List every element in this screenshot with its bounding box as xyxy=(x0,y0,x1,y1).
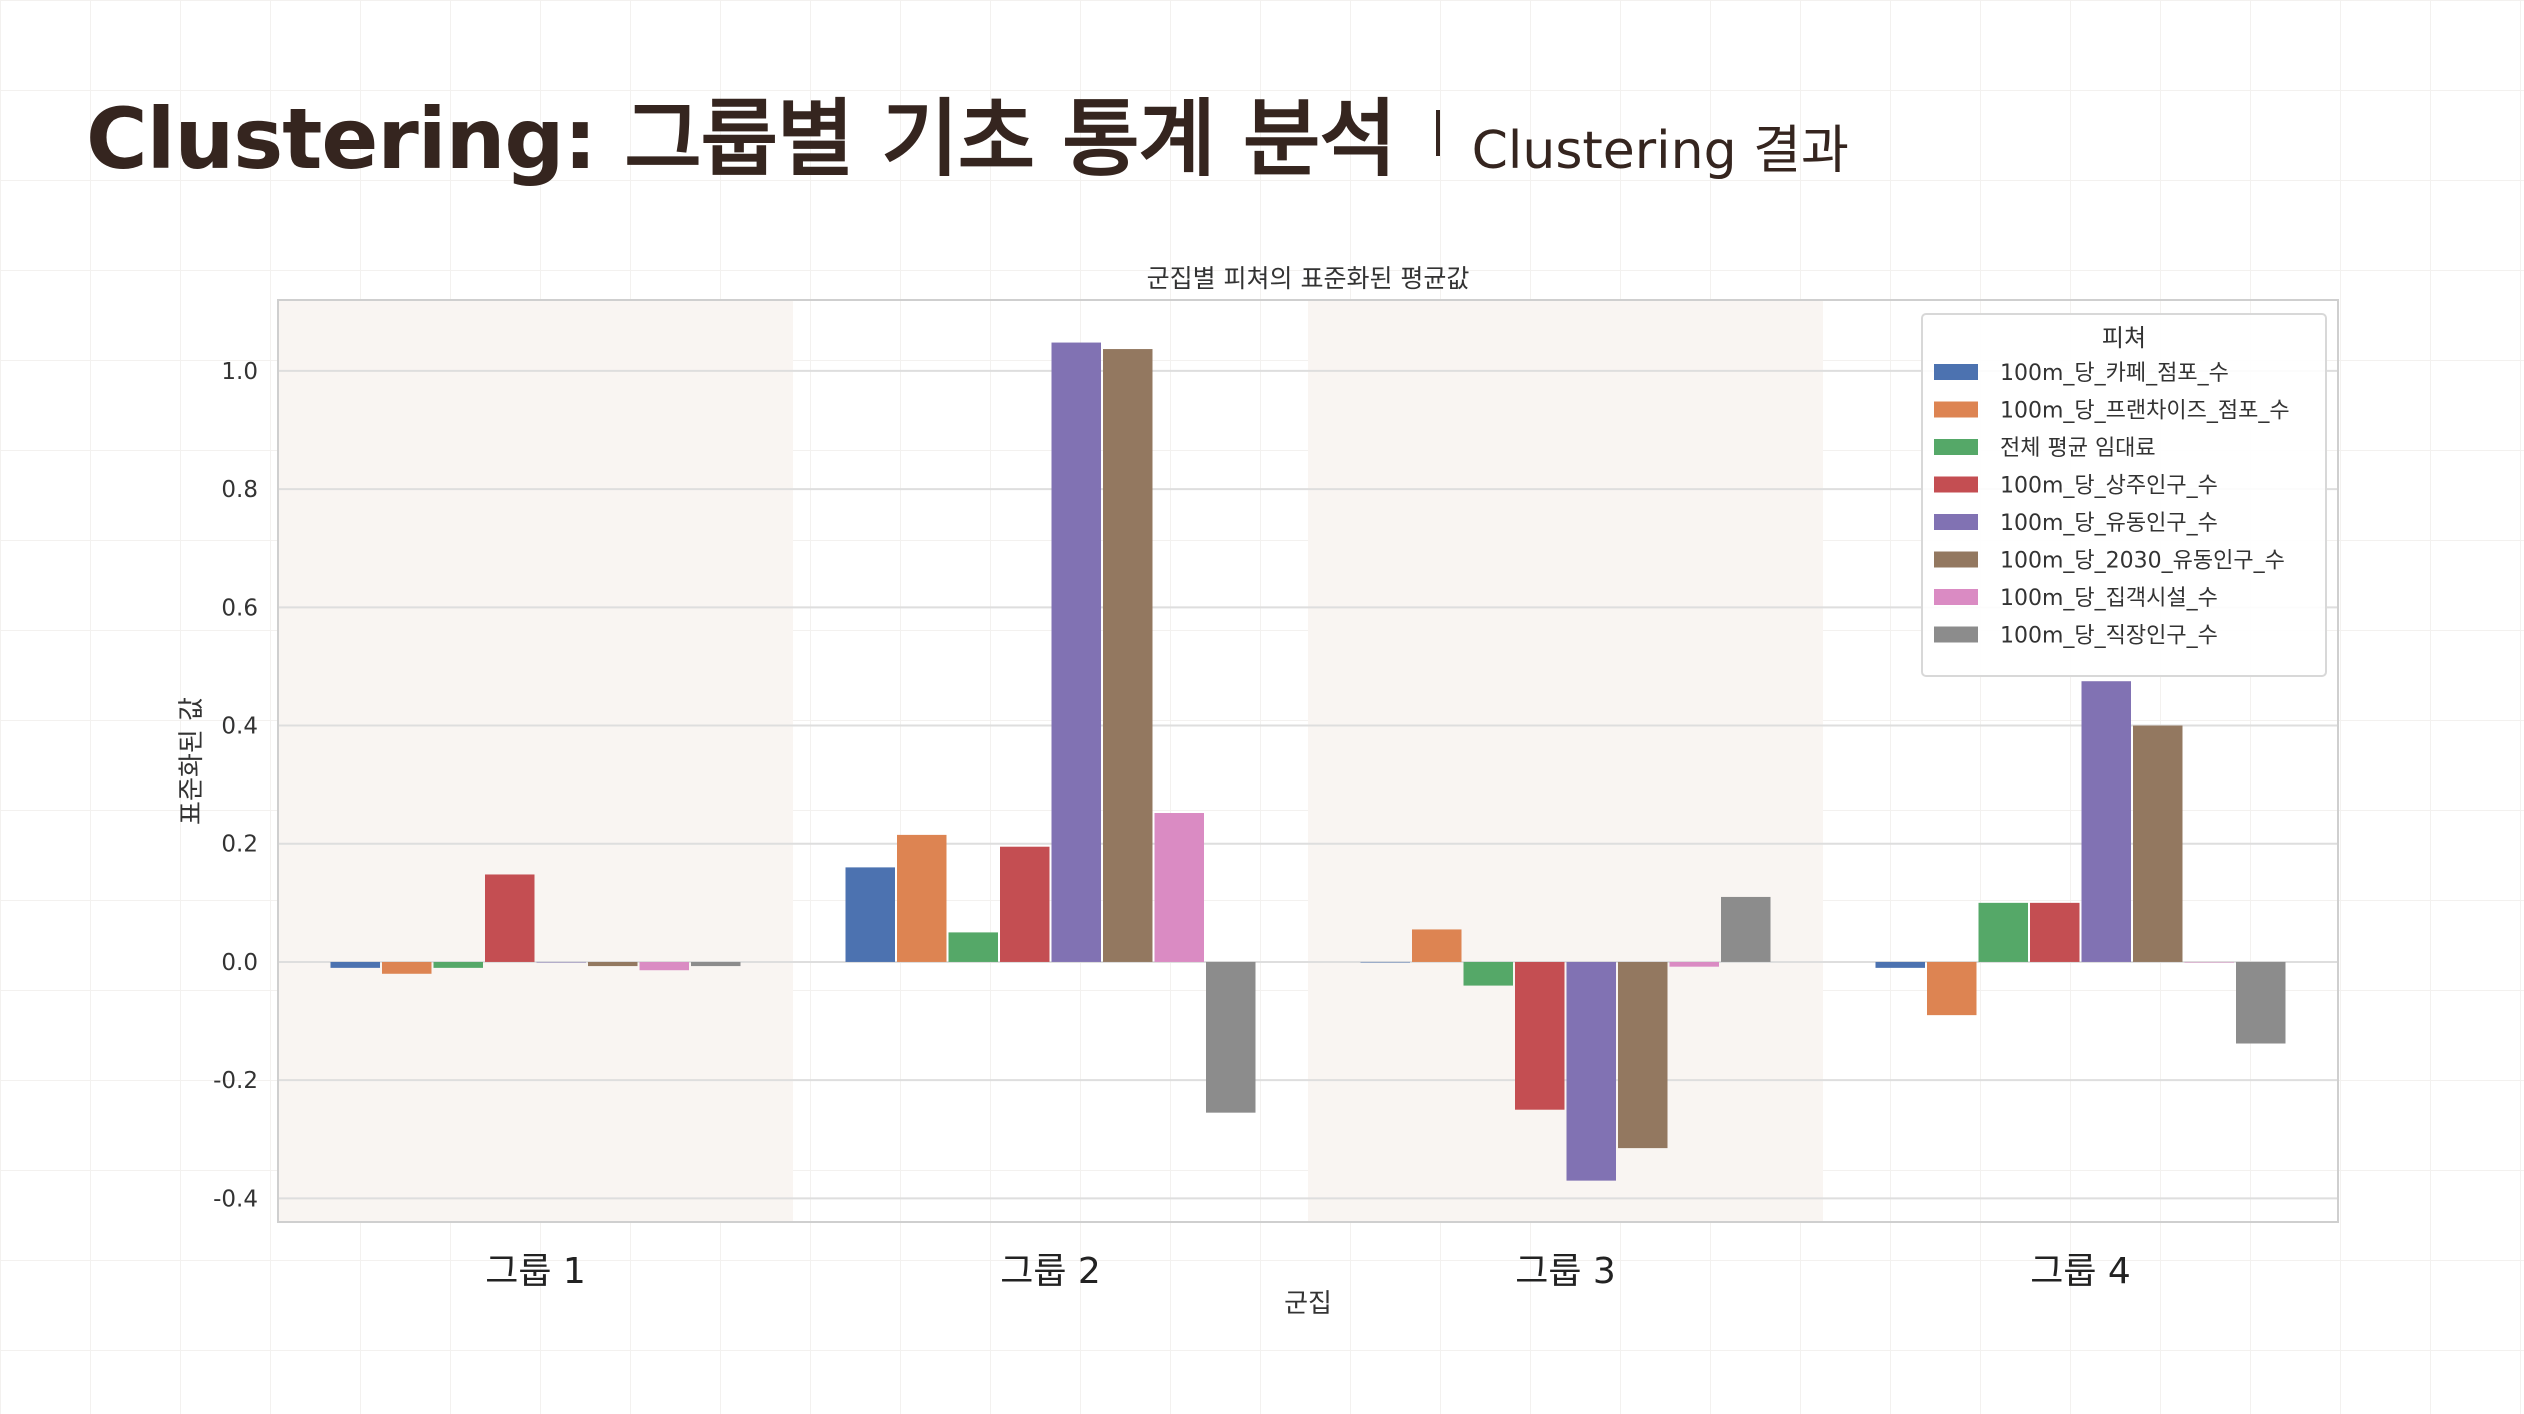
y-tick-label: 0.4 xyxy=(221,714,258,740)
legend-label: 100m_당_카페_점포_수 xyxy=(2000,361,2229,386)
bar xyxy=(485,874,535,962)
bar xyxy=(588,961,638,967)
bar xyxy=(845,867,895,962)
x-tick-label: 그룹 2 xyxy=(1000,1251,1101,1292)
bar xyxy=(536,961,586,963)
bar xyxy=(1927,961,1977,1016)
legend-swatch xyxy=(1934,589,1978,605)
x-tick-label: 그룹 4 xyxy=(2030,1251,2131,1292)
group-band xyxy=(1308,300,1823,1222)
title-separator xyxy=(1435,109,1440,156)
bar xyxy=(2081,681,2131,962)
y-axis-label: 표준화된 값 xyxy=(177,697,207,825)
y-tick-label: 0.2 xyxy=(221,832,258,858)
group-bands xyxy=(278,300,1823,1222)
legend-label: 100m_당_유동인구_수 xyxy=(2000,511,2218,536)
group-band xyxy=(278,300,793,1222)
legend-label: 100m_당_상주인구_수 xyxy=(2000,474,2218,499)
bar xyxy=(2133,725,2183,962)
legend-swatch xyxy=(1934,551,1978,568)
y-tick-label: 1.0 xyxy=(221,359,258,385)
bar xyxy=(382,961,432,974)
legend: 피쳐 100m_당_카페_점포_수 100m_당_프랜차이즈_점포_수전체 평균 임… xyxy=(1921,313,2327,677)
legend-swatch xyxy=(1934,514,1978,530)
legend-box xyxy=(1921,313,2327,677)
legend-label: 전체 평균 임대료 xyxy=(2000,436,2156,461)
bar xyxy=(1515,961,1565,1110)
chart-title: 군집별 피쳐의 표준화된 평균값 xyxy=(1147,264,1470,293)
x-tick-label: 그룹 1 xyxy=(485,1251,586,1292)
x-axis-label: 군집 xyxy=(1284,1289,1332,1319)
bar xyxy=(1566,961,1616,1181)
bar xyxy=(2236,961,2286,1044)
y-tick-label: -0.2 xyxy=(213,1068,258,1094)
bar xyxy=(1721,896,1771,962)
bar xyxy=(1463,961,1513,986)
legend-swatch xyxy=(1934,401,1978,418)
bars xyxy=(330,342,2286,1181)
bar xyxy=(1103,349,1153,962)
page-title: Clustering: 그룹별 기초 통계 분석 xyxy=(86,90,1397,188)
legend-label: 100m_당_집객시설_수 xyxy=(2000,586,2218,611)
legend-label: 100m_당_2030_유동인구_수 xyxy=(2000,549,2285,574)
y-tick-label: -0.4 xyxy=(213,1186,258,1212)
x-tick-labels: 그룹 1 그룹 2 그룹 3 그룹 4 xyxy=(485,1251,2131,1292)
y-tick-label: 0.0 xyxy=(221,950,258,976)
legend-label: 100m_당_프랜차이즈_점포_수 xyxy=(2000,399,2290,424)
legend-label: 100m_당_직장인구_수 xyxy=(2000,624,2218,649)
legend-swatch xyxy=(1934,439,1978,455)
y-tick-label: 0.8 xyxy=(221,477,258,503)
plot-frame xyxy=(277,299,2339,1223)
legend-title: 피쳐 xyxy=(2102,324,2146,352)
bar xyxy=(2184,961,2234,963)
page-subtitle: Clustering 결과 xyxy=(1471,121,1849,181)
bar xyxy=(2030,902,2080,962)
x-tick-label: 그룹 3 xyxy=(1515,1251,1616,1292)
bar xyxy=(1669,961,1719,967)
bar xyxy=(1978,902,2028,962)
bar xyxy=(1412,929,1462,962)
legend-swatch xyxy=(1934,626,1978,643)
bar xyxy=(1875,961,1925,968)
bar xyxy=(1000,846,1050,962)
bar xyxy=(433,961,483,968)
bar xyxy=(1618,961,1668,1149)
bar xyxy=(639,961,689,971)
y-tick-label: 0.6 xyxy=(221,595,258,621)
y-tick-labels: -0.4 -0.2 0.0 0.2 0.4 0.6 0.8 1.0 xyxy=(213,359,258,1212)
bar xyxy=(1051,342,1101,962)
page-header: Clustering: 그룹별 기초 통계 분석 Clustering 결과 xyxy=(86,72,1849,193)
legend-swatch xyxy=(1934,364,1978,380)
bar xyxy=(1206,961,1256,1113)
bar xyxy=(897,834,947,962)
bar xyxy=(948,932,998,962)
bar xyxy=(691,961,741,967)
bar xyxy=(1360,961,1410,963)
bar xyxy=(1154,813,1204,962)
bar xyxy=(330,961,380,968)
legend-swatch xyxy=(1934,476,1978,493)
